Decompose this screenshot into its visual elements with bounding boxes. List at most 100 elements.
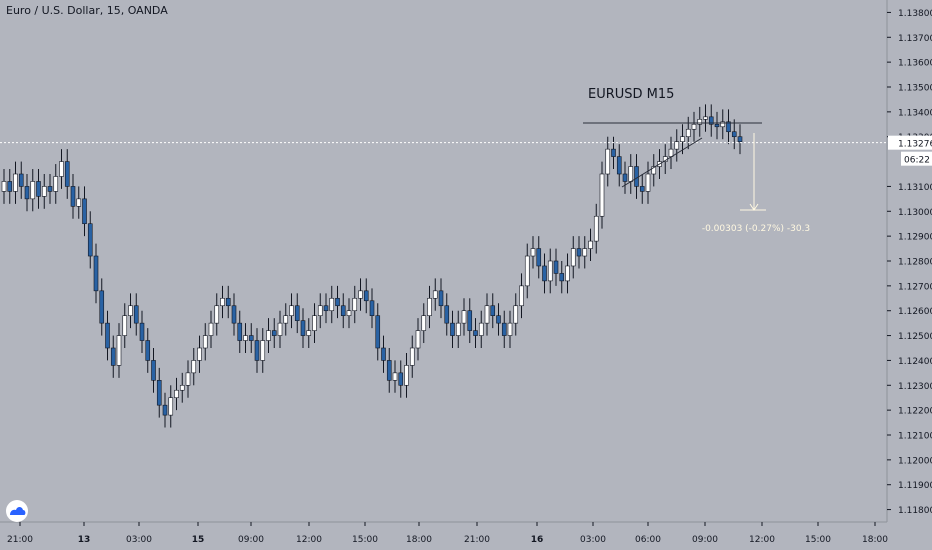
candle-body [651, 166, 657, 175]
time-tick-label: 03:00 [580, 535, 606, 545]
time-tick-label: 15:00 [805, 535, 831, 545]
candle-body [731, 131, 737, 138]
price-tick-label: 1.12300 [898, 382, 932, 392]
candle-body [87, 223, 93, 257]
candle-body [329, 297, 335, 312]
candle-body [306, 330, 312, 336]
candle-body [703, 116, 708, 120]
price-tick-label: 1.13500 [898, 84, 932, 94]
candle-body [220, 297, 225, 307]
candle-body [455, 322, 461, 336]
candle-body [231, 305, 237, 324]
price-tick-label: 1.12900 [898, 233, 932, 243]
candle-body [639, 186, 645, 192]
candle-body [599, 173, 605, 217]
candle-body [323, 305, 329, 312]
time-tick-label: 06:00 [635, 535, 661, 545]
price-tick-label: 1.12200 [898, 407, 932, 417]
price-tick-label: 1.12100 [898, 432, 932, 442]
candle-body [450, 322, 455, 336]
candle-body [582, 248, 588, 257]
time-tick-label: 18:00 [406, 535, 432, 545]
price-tick-label: 1.11900 [898, 481, 932, 491]
candle-body [122, 315, 128, 336]
time-tick-label: 09:00 [692, 535, 718, 545]
candle-body [691, 123, 697, 130]
candle-body [191, 360, 197, 374]
candle-body [248, 335, 254, 341]
price-tick-label: 1.13600 [898, 59, 932, 69]
candle-body [720, 121, 726, 128]
candle-body [13, 173, 18, 192]
candle-body [197, 347, 202, 361]
candle-body [685, 128, 691, 138]
candle-body [536, 248, 542, 267]
price-tick-label: 1.11800 [898, 506, 932, 516]
candle-body [208, 322, 214, 336]
candle-body [714, 123, 720, 128]
candle-body [254, 340, 260, 361]
price-axis[interactable] [887, 0, 932, 550]
time-tick-label: 15 [192, 535, 205, 545]
candle-body [266, 330, 271, 341]
candle-body [277, 322, 283, 336]
candle-body [467, 310, 473, 331]
candle-body [427, 297, 432, 316]
time-tick-label: 15:00 [352, 535, 378, 545]
candle-body [174, 389, 179, 399]
candle-body [605, 148, 611, 175]
time-tick-label: 21:00 [464, 535, 490, 545]
candle-body [513, 305, 519, 324]
candle-body [697, 119, 703, 125]
price-tick-label: 1.12000 [898, 456, 932, 466]
candle-body [36, 181, 41, 197]
candle-body [105, 322, 110, 349]
price-tick-label: 1.12800 [898, 258, 932, 268]
candle-body [59, 161, 64, 177]
candle-body [547, 260, 553, 282]
candle-body [145, 340, 151, 361]
candle-body [352, 297, 358, 312]
candle-body [289, 305, 294, 316]
candle-body [185, 372, 191, 386]
candle-body [340, 305, 346, 316]
time-tick-label: 21:00 [7, 535, 33, 545]
last-price-badge [888, 135, 932, 150]
candle-body [484, 305, 490, 324]
candle-body [179, 384, 185, 391]
price-tick-label: 1.12700 [898, 282, 932, 292]
price-tick-label: 1.12500 [898, 332, 932, 342]
candle-body [530, 248, 536, 257]
candle-body [438, 290, 444, 307]
candle-body [18, 173, 24, 187]
candle-body [283, 315, 289, 324]
candle-body [680, 136, 685, 142]
candle-body [300, 320, 306, 336]
candle-body [421, 315, 427, 331]
candle-body [645, 173, 651, 192]
candle-body [432, 290, 438, 299]
price-tick-label: 1.13800 [898, 9, 932, 19]
candle-body [168, 397, 174, 416]
candle-body [404, 365, 409, 386]
candle-body [611, 148, 616, 157]
countdown-label: 06:22 [904, 156, 930, 166]
candle-body [565, 265, 570, 282]
candle-body [392, 372, 398, 381]
candle-body [737, 136, 743, 142]
candle-body [634, 166, 639, 187]
candle-body [133, 305, 139, 324]
candle-body [47, 186, 53, 192]
countdown-badge [901, 151, 932, 166]
candle-body [588, 240, 593, 249]
measure-arrow-icon [749, 203, 759, 211]
price-tick-label: 1.13700 [898, 34, 932, 44]
candle-body [346, 310, 352, 316]
candle-body [156, 380, 162, 406]
candle-body [24, 186, 30, 200]
candle-body [668, 148, 674, 157]
candle-body [616, 156, 622, 175]
price-tick-label: 1.13400 [898, 108, 932, 118]
candle-body [375, 315, 381, 349]
